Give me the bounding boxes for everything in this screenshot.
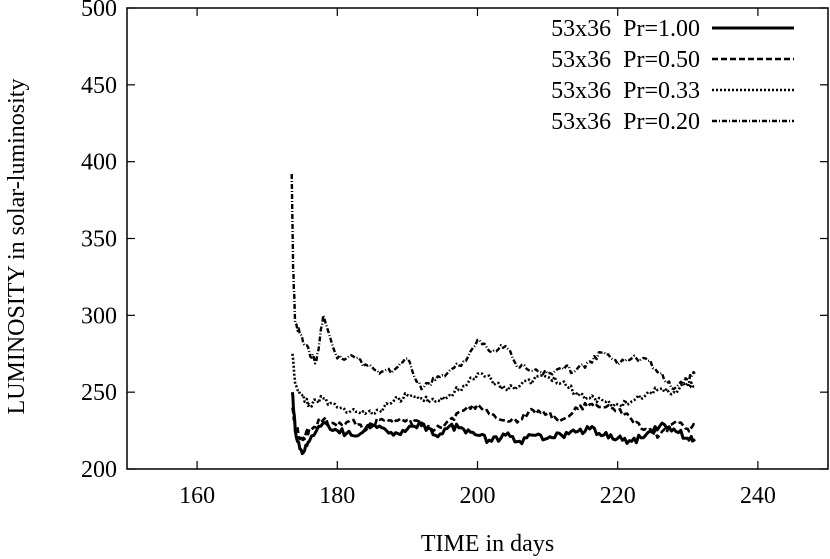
x-tick-label: 180 [319,483,355,509]
legend-label-2: 53x36 Pr=0.50 [551,47,700,73]
legend-label-1: 53x36 Pr=1.00 [551,16,700,42]
x-tick-label: 240 [740,483,776,509]
series-line-2 [291,401,696,443]
axis-ticks: 200 250 300 350 400 450 500 160 180 200 220 240 [81,0,828,509]
y-tick-label: 200 [81,457,117,483]
y-tick-label: 450 [81,73,117,99]
series-line-3 [291,353,696,416]
y-tick-label: 300 [81,303,117,329]
y-tick-label: 350 [81,227,117,253]
series-line-1 [290,392,696,456]
x-axis-label: TIME in days [421,531,554,557]
y-axis-label: LUMINOSITY in solar-luminosity [4,79,30,415]
x-tick-label: 160 [179,483,215,509]
legend: 53x36 Pr=1.00 53x36 Pr=0.50 53x36 Pr=0.33 5… [551,16,794,135]
y-tick-label: 250 [81,380,117,406]
legend-label-3: 53x36 Pr=0.33 [551,78,700,104]
series-layer [290,173,696,456]
y-tick-label: 400 [81,150,117,176]
legend-label-4: 53x36 Pr=0.20 [551,109,700,135]
plot-frame [126,7,829,470]
series-line-4 [290,173,696,391]
x-tick-label: 200 [460,483,496,509]
y-tick-label: 500 [81,0,117,22]
x-tick-label: 220 [600,483,636,509]
